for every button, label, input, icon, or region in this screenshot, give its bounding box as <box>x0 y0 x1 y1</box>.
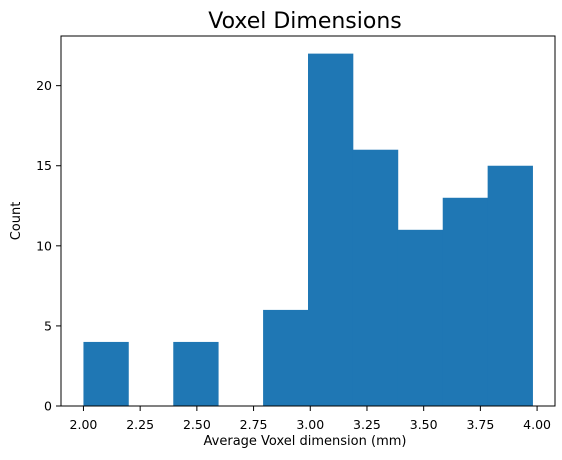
x-tick-label: 2.75 <box>240 417 268 432</box>
x-tick-label: 3.75 <box>466 417 494 432</box>
x-tick-label: 3.50 <box>410 417 438 432</box>
chart-title: Voxel Dimensions <box>208 9 402 34</box>
histogram-bar <box>308 53 354 407</box>
x-tick-label: 3.25 <box>353 417 381 432</box>
y-tick-label: 20 <box>36 78 52 93</box>
histogram-bar <box>83 341 129 406</box>
y-tick-label: 0 <box>44 399 52 414</box>
x-tick-label: 4.00 <box>523 417 551 432</box>
histogram-bar <box>352 149 399 406</box>
plot-frame <box>60 35 556 407</box>
y-axis-ticks: 0 5 10 15 20 <box>36 78 61 414</box>
x-axis-ticks: 2.00 2.25 2.50 2.75 3.00 3.25 3.50 3.75 4.00 <box>70 406 551 432</box>
y-tick-label: 15 <box>36 158 52 173</box>
x-axis-label: Average Voxel dimension (mm) <box>204 434 407 449</box>
histogram-bar <box>397 229 444 406</box>
histogram-bar <box>442 197 489 406</box>
histogram-bar <box>263 309 309 406</box>
histogram-bar <box>173 341 219 406</box>
histogram-bar <box>487 165 533 406</box>
x-tick-label: 3.00 <box>296 417 324 432</box>
x-tick-label: 2.50 <box>183 417 211 432</box>
y-tick-label: 10 <box>36 238 52 253</box>
x-tick-label: 2.25 <box>126 417 154 432</box>
bars-group <box>83 53 533 407</box>
x-tick-label: 2.00 <box>70 417 98 432</box>
y-axis-label: Count <box>9 202 24 241</box>
y-tick-label: 5 <box>44 318 52 333</box>
